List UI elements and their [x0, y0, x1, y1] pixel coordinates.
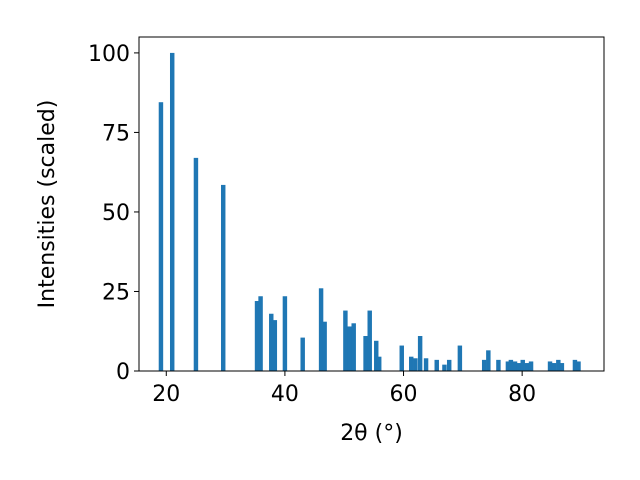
bar [318, 288, 324, 371]
bar [434, 359, 439, 371]
bar [481, 359, 487, 371]
bar [559, 363, 565, 371]
bar [254, 301, 260, 371]
bar [520, 359, 525, 371]
bar [413, 358, 418, 371]
bar [556, 359, 561, 371]
bar [446, 359, 452, 371]
bar [423, 358, 429, 371]
y-tick-label: 100 [88, 42, 130, 67]
bar [363, 336, 368, 371]
bar [282, 296, 288, 371]
bar [512, 361, 518, 371]
bar [351, 323, 356, 371]
bar [376, 356, 382, 371]
bar [528, 361, 534, 371]
x-axis-ticks: 20 40 60 80 [152, 371, 536, 407]
bar [347, 326, 352, 371]
bar [457, 345, 463, 371]
x-tick-label: 60 [390, 382, 418, 407]
plot-frame [138, 36, 605, 372]
bar [409, 356, 414, 371]
bars-group [158, 52, 581, 372]
y-axis-ticks: 0 25 50 75 100 [88, 42, 139, 385]
x-axis-label: 2θ (°) [340, 421, 403, 446]
bar [399, 345, 404, 371]
bar [516, 363, 522, 371]
bar [486, 350, 491, 371]
y-tick-label: 25 [102, 280, 130, 305]
bar [269, 313, 274, 371]
bar [258, 296, 263, 371]
bar [272, 320, 278, 371]
bar [505, 361, 511, 371]
y-axis-label: Intensities (scaled) [35, 100, 60, 309]
bar [524, 363, 530, 371]
bar [576, 361, 581, 371]
bar [508, 359, 514, 371]
bar [374, 340, 379, 371]
x-tick-label: 40 [271, 382, 299, 407]
bar [300, 337, 305, 371]
y-tick-label: 0 [116, 360, 130, 385]
bar [572, 359, 578, 371]
bar [496, 359, 501, 371]
bar [158, 102, 164, 371]
bar [193, 157, 199, 371]
x-tick-label: 80 [508, 382, 536, 407]
x-tick-label: 20 [152, 382, 180, 407]
y-tick-label: 50 [102, 201, 130, 226]
bar [322, 321, 327, 371]
bar [169, 52, 175, 372]
bar [547, 361, 553, 371]
bar [220, 184, 226, 371]
bar [367, 310, 372, 371]
bar [551, 363, 557, 371]
bar [442, 364, 447, 371]
bar [417, 336, 423, 371]
y-tick-label: 75 [102, 121, 130, 146]
bar [343, 310, 348, 371]
